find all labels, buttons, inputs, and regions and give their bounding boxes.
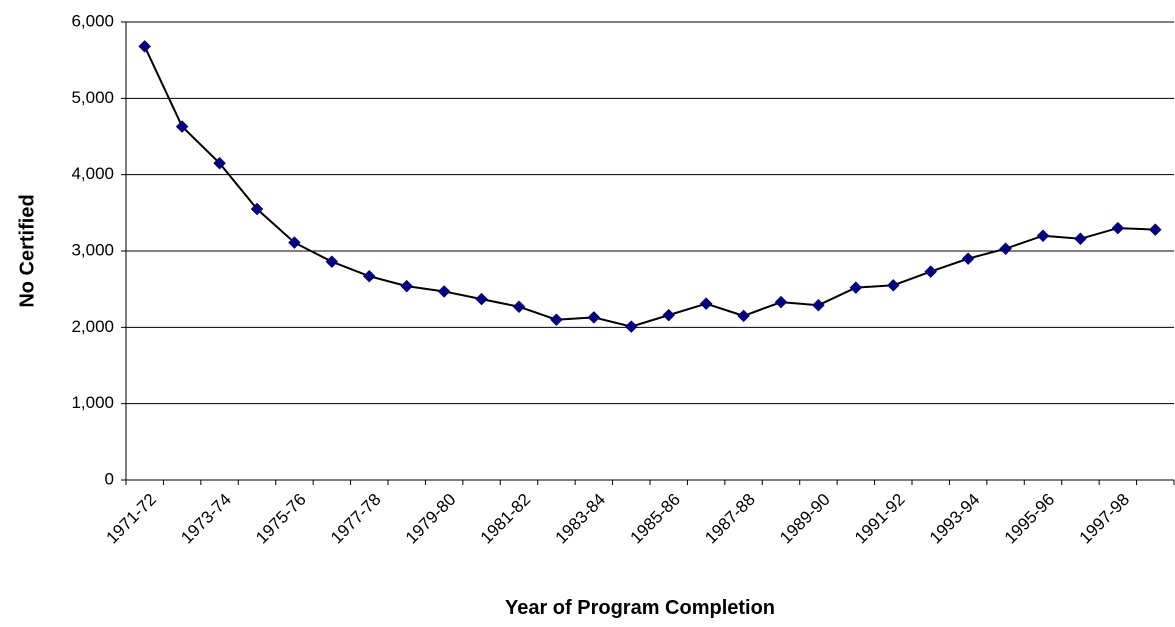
data-point: [849, 281, 863, 294]
x-tick-label: 1975-76: [252, 490, 310, 548]
x-tick-label: 1991-92: [851, 490, 909, 548]
x-tick-label: 1985-86: [626, 490, 684, 548]
data-point: [250, 202, 264, 216]
y-tick-label: 5,000: [71, 88, 114, 107]
data-point: [812, 298, 825, 312]
y-tick-label: 3,000: [71, 240, 114, 259]
y-axis-title: No Certified: [16, 194, 38, 307]
data-point: [288, 236, 301, 249]
x-tick-label: 1977-78: [327, 490, 385, 548]
x-axis-title: Year of Program Completion: [505, 597, 775, 619]
x-tick-label: 1979-80: [402, 490, 460, 548]
data-point: [213, 156, 226, 170]
data-point: [699, 297, 713, 311]
data-point: [999, 242, 1012, 256]
data-point: [961, 252, 975, 265]
y-tick-label: 6,000: [71, 11, 114, 30]
data-point: [624, 320, 638, 333]
series-line: [143, 46, 1156, 328]
data-point: [1036, 229, 1050, 243]
data-point: [512, 300, 526, 314]
data-point: [400, 279, 414, 293]
data-point: [774, 295, 788, 309]
data-point: [737, 309, 750, 323]
data-point: [550, 313, 563, 327]
x-tick-label: 1997-98: [1076, 490, 1134, 548]
y-tick-label: 2,000: [71, 317, 114, 336]
data-point: [662, 308, 676, 322]
data-point: [1074, 232, 1087, 246]
data-point: [587, 311, 601, 324]
x-tick-label: 1973-74: [177, 490, 235, 548]
x-tick-label: 1983-84: [552, 490, 610, 548]
x-tick-label: 1995-96: [1001, 490, 1059, 548]
y-tick-label: 1,000: [71, 393, 114, 412]
y-tick-label: 4,000: [71, 164, 114, 183]
data-point: [362, 269, 376, 283]
x-tick-label: 1971-72: [102, 490, 160, 548]
data-point: [138, 40, 152, 53]
x-tick-label: 1989-90: [776, 490, 834, 548]
data-point: [475, 292, 488, 306]
data-point: [437, 285, 451, 298]
data-point: [924, 265, 938, 278]
y-tick-label: 0: [105, 469, 114, 488]
data-point: [175, 120, 189, 133]
x-tick-label: 1981-82: [477, 490, 535, 548]
data-point: [1111, 221, 1125, 235]
data-point: [1148, 223, 1162, 236]
data-point: [325, 255, 339, 269]
x-tick-label: 1993-94: [926, 490, 984, 548]
x-tick-label: 1987-88: [701, 490, 759, 548]
data-point: [886, 278, 900, 292]
